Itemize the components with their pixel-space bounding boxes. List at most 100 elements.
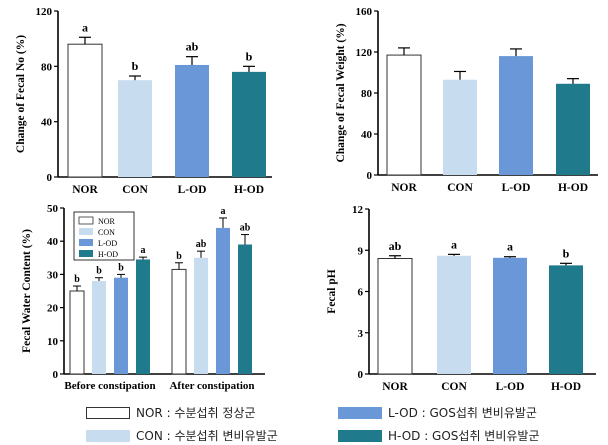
bar — [437, 255, 471, 374]
bar — [118, 80, 152, 177]
x-tick-label: NOR — [382, 381, 408, 393]
x-tick-label: L-OD — [496, 381, 525, 393]
legend-swatch-con — [86, 429, 130, 442]
y-axis-label: Change of Fecal No (%) — [15, 35, 27, 153]
significance-label: b — [563, 246, 570, 260]
significance-label: b — [118, 262, 124, 273]
y-tick-label: 40 — [41, 117, 53, 129]
x-tick-label: H-OD — [551, 381, 581, 393]
y-tick-label: 0 — [358, 369, 364, 381]
significance-label: b — [246, 49, 253, 63]
y-tick-label: 9 — [358, 245, 364, 257]
y-tick-label: 40 — [47, 236, 59, 248]
significance-label: ab — [196, 239, 207, 250]
y-tick-label: 3 — [358, 328, 364, 340]
bottom-legend-item-hod: H-OD : GOS섭취 변비유발군 — [338, 427, 540, 444]
bar — [114, 277, 128, 374]
bar — [194, 257, 208, 374]
y-tick-label: 0 — [47, 172, 53, 184]
y-tick-label: 20 — [47, 303, 59, 315]
y-tick-label: 80 — [41, 61, 53, 73]
y-tick-label: 120 — [356, 47, 373, 59]
bottom-legend-label-lod: L-OD : GOS섭취 변비유발군 — [388, 406, 537, 420]
y-tick-label: 12 — [352, 204, 364, 216]
x-tick-label: NOR — [391, 182, 417, 194]
significance-label: b — [96, 266, 102, 277]
chart-panel-2: 0 40 80 120 160 Change of Fecal Weight (%) NOR… — [335, 6, 598, 194]
significance-label: b — [176, 251, 182, 262]
y-tick-label: 120 — [36, 6, 53, 18]
legend-swatch — [78, 216, 94, 225]
y-tick-label: 40 — [361, 129, 373, 141]
bar — [232, 71, 266, 177]
significance-label: ab — [186, 40, 199, 54]
x-tick-label: H-OD — [558, 182, 588, 194]
chart-panel-4: 0 3 6 9 12 Fecal pH ab NOR a CON a L-OD b H-OD — [326, 204, 596, 393]
x-tick-label: H-OD — [234, 184, 264, 196]
legend-swatch-hod — [338, 429, 382, 442]
chart-panel-1: 0 40 80 120 Change of Fecal No (%) a NOR b CON ab… — [15, 6, 272, 196]
bottom-legend-item-lod: L-OD : GOS섭취 변비유발군 — [338, 404, 537, 421]
legend-swatch — [79, 250, 93, 257]
x-tick-label: NOR — [72, 184, 98, 196]
bottom-legend-item-con: CON : 수분섭취 변비유발군 — [86, 427, 278, 444]
legend-swatch-nor — [86, 406, 130, 419]
bar — [175, 64, 209, 177]
x-tick-label: CON — [441, 381, 467, 393]
significance-label: b — [74, 274, 80, 285]
legend-swatch-lod — [338, 406, 382, 419]
x-tick-label: CON — [122, 184, 148, 196]
bottom-legend-label-hod: H-OD : GOS섭취 변비유발군 — [388, 429, 540, 443]
legend-label: NOR — [98, 217, 116, 226]
y-tick-label: 0 — [53, 369, 59, 381]
significance-label: a — [451, 237, 457, 251]
significance-label: a — [221, 206, 226, 217]
x-tick-label: L-OD — [178, 184, 207, 196]
x-tick-label: Before constipation — [64, 380, 155, 392]
x-tick-label: CON — [447, 182, 473, 194]
bottom-legend-label-nor: NOR : 수분섭취 정상군 — [136, 406, 256, 420]
bar — [216, 227, 230, 374]
bar — [493, 257, 527, 374]
bar — [443, 79, 477, 175]
x-tick-label: After constipation — [169, 380, 254, 392]
legend-swatch — [79, 228, 93, 235]
y-tick-label: 0 — [367, 170, 373, 182]
legend-swatch — [79, 239, 93, 246]
chart-panel-3: 0 10 20 30 40 50 Fecal Water Content (%) b b b a Be… — [21, 203, 265, 392]
y-axis-label: Change of Fecal Weight (%) — [335, 23, 347, 162]
legend-label: CON — [98, 228, 115, 237]
legend-label: H-OD — [98, 250, 118, 259]
y-axis-label: Fecal Water Content (%) — [21, 229, 33, 353]
significance-label: b — [132, 59, 139, 73]
significance-label: a — [82, 20, 88, 34]
bar — [238, 244, 252, 374]
series-legend: NOR CON L-OD H-OD — [73, 211, 135, 261]
bar — [69, 290, 85, 375]
bar — [67, 43, 103, 178]
y-tick-label: 30 — [47, 269, 59, 281]
significance-label: ab — [240, 223, 251, 234]
significance-label: ab — [389, 239, 402, 253]
bar — [499, 56, 533, 175]
significance-label: a — [141, 245, 146, 256]
y-tick-label: 6 — [358, 287, 364, 299]
bar — [171, 268, 187, 375]
bottom-legend-label-con: CON : 수분섭취 변비유발군 — [136, 429, 278, 443]
y-axis-label: Fecal pH — [326, 269, 338, 313]
bar — [377, 258, 413, 375]
legend-label: L-OD — [98, 239, 117, 248]
bar — [92, 281, 106, 374]
bottom-legend-item-nor: NOR : 수분섭취 정상군 — [86, 404, 256, 421]
y-tick-label: 80 — [361, 88, 373, 100]
bar — [136, 259, 150, 374]
bar — [386, 54, 422, 176]
y-tick-label: 50 — [47, 203, 59, 215]
bar — [556, 83, 590, 175]
bar — [549, 265, 583, 374]
x-tick-label: L-OD — [502, 182, 531, 194]
y-tick-label: 10 — [47, 336, 59, 348]
y-tick-label: 160 — [356, 6, 373, 18]
significance-label: a — [507, 240, 513, 254]
